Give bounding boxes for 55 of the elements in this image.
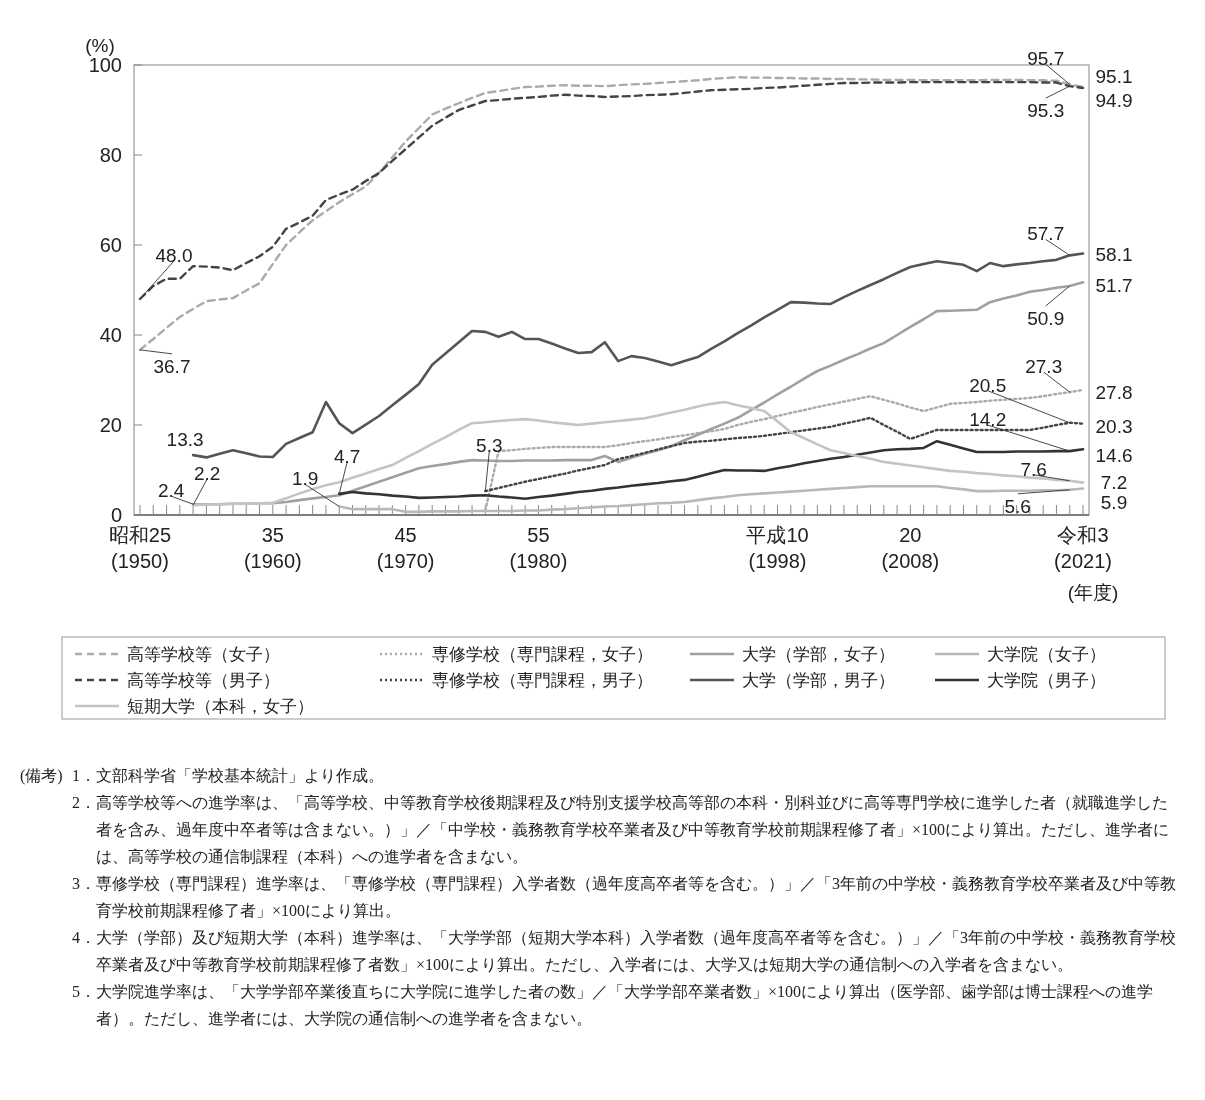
y-tick-label: 20 [99, 414, 122, 436]
y-tick-label: 0 [110, 504, 122, 526]
x-tick-label: 55 (1980) [509, 524, 568, 572]
text: 4．大学（学部）及び短期大学（本科）進学率は、「大学学部（短期大学本科）入学者数（過年度高卒者等を含む。）」／「3年前の中学校・義務教育学校卒業者及び中等教育学校前期課程修了者数」×100により算出。ただし、入学者には、大学又は短期大学の通信制への入学者を含まない。 [72, 928, 1177, 975]
y-tick-label: 40 [99, 324, 122, 346]
x-tick-label: 20 (2008) [881, 524, 940, 572]
data-label: 20.3 [1095, 415, 1133, 437]
data-label: 7.2 [1100, 471, 1128, 493]
text: 3．専修学校（専門課程）進学率は、「専修学校（専門課程）入学者数（過年度高卒者等を含む。）」／「3年前の中学校・義務教育学校卒業者及び中等教育学校前期課程修了者」×100により算出。 [72, 874, 1177, 921]
y-tick-label: 80 [99, 144, 122, 166]
data-label: 36.7 [153, 355, 191, 377]
legend-label: 専修学校（専門課程，男子） [432, 671, 653, 690]
y-axis-title: (%) [85, 35, 115, 56]
x-tick-label: 平成10 (1998) [746, 524, 809, 572]
legend-label: 大学（学部，男子） [742, 671, 895, 690]
data-label: 5.6 [1004, 495, 1031, 517]
data-label: 95.3 [1027, 100, 1065, 122]
data-label: 50.9 [1027, 307, 1065, 329]
x-tick-label: 45 (1970) [376, 524, 435, 572]
text: 5．大学院進学率は、「大学学部卒業後直ちに大学院に進学した者の数」／「大学学部卒業者数」×100により算出（医学部、歯学部は博士課程への進学者）。ただし、進学者には、大学院の通信制への進学者を含まない。 [72, 982, 1155, 1029]
data-label: 7.6 [1020, 458, 1047, 480]
legend-label: 短期大学（本科，女子） [127, 697, 314, 716]
legend-label: 大学（学部，女子） [742, 645, 895, 664]
legend-label: 専修学校（専門課程，女子） [432, 645, 653, 664]
data-label: 95.7 [1027, 48, 1065, 70]
data-label: 48.0 [155, 245, 193, 266]
data-label: 2.4 [157, 480, 185, 502]
data-label: 27.3 [1025, 356, 1063, 378]
data-label: 51.7 [1095, 275, 1133, 297]
data-label: 1.9 [292, 468, 319, 490]
data-label: 13.3 [166, 429, 204, 451]
legend-label: 高等学校等（男子） [127, 671, 280, 690]
x-axis-title: (年度) [1067, 582, 1119, 603]
x-tick-label: 令和3 (2021) [1054, 524, 1112, 572]
data-label: 27.8 [1095, 381, 1133, 403]
text: (備考) [20, 766, 63, 787]
legend-label: 高等学校等（女子） [127, 645, 280, 664]
data-label: 95.1 [1095, 66, 1133, 88]
data-label: 14.2 [969, 409, 1007, 431]
y-tick-label: 60 [99, 234, 122, 256]
legend-label: 大学院（女子） [987, 645, 1106, 664]
x-tick-label: 昭和25 (1950) [108, 524, 172, 572]
data-label: 58.1 [1095, 243, 1133, 265]
data-label: 4.7 [334, 445, 361, 467]
data-label: 57.7 [1027, 223, 1065, 245]
data-label: 5.3 [476, 435, 503, 457]
legend-label: 大学院（男子） [987, 671, 1106, 690]
data-label: 14.6 [1095, 445, 1133, 467]
data-label: 20.5 [969, 374, 1007, 396]
text: 2．高等学校等への進学率は、「高等学校、中等教育学校後期課程及び特別支援学校高等部の本科・別科並びに高等専門学校に進学した者（就職進学した者を含み、過年度中卒者等は含まない。）」／「中学校・義務教育学校卒業者及び中等教育学校前期課程修了者」×100により算出。ただし、進学者には、高等学校の通信制課程（本科）への進学者を含まない。 [72, 793, 1171, 867]
text: 1．文部科学省「学校基本統計」より作成。 [72, 766, 385, 786]
data-label: 94.9 [1095, 89, 1133, 111]
data-label: 2.2 [193, 463, 221, 485]
data-label: 5.9 [1100, 492, 1128, 514]
x-tick-label: 35 (1960) [243, 524, 302, 572]
